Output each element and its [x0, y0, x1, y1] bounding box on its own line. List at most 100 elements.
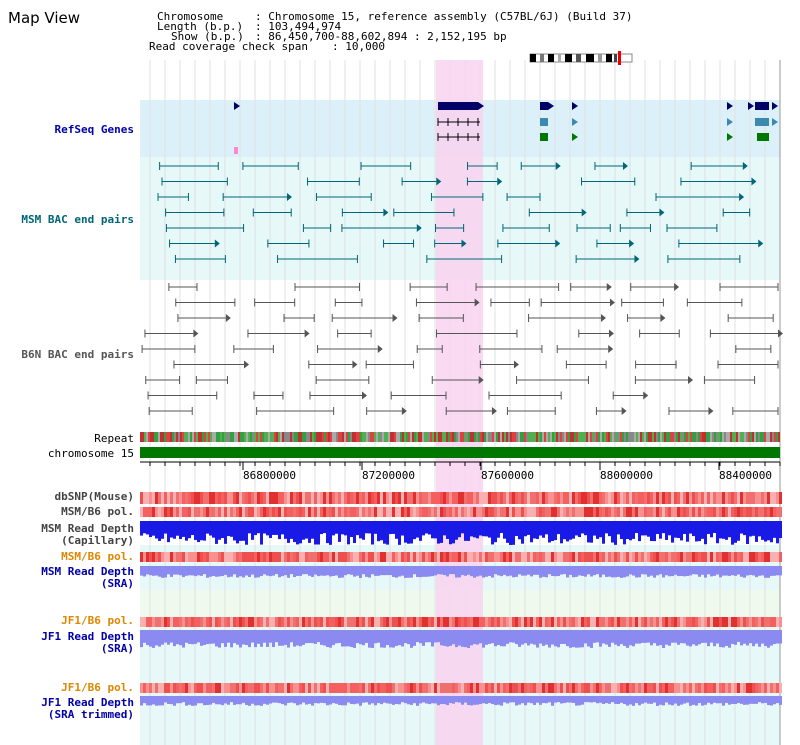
- read-depth-tracks[interactable]: [140, 521, 782, 706]
- gene-exon: [540, 133, 548, 141]
- msm-b6-pol-cell: [335, 507, 338, 517]
- msm-depth-sra-bar: [731, 566, 734, 576]
- msm-b6-pol-cell: [551, 507, 554, 517]
- jf1-b6-pol-cell: [677, 683, 680, 693]
- jf1-b6-pol-cell: [179, 683, 182, 693]
- jf1-b6-pol-cell: [476, 617, 479, 627]
- jf1-depth-sra-bar: [293, 630, 296, 647]
- msm-b6-pol-cell: [317, 507, 320, 517]
- msm-b6-pol-cell: [491, 507, 494, 517]
- repeat-track[interactable]: [140, 432, 780, 442]
- jf1-depth-trim-bar: [278, 696, 281, 704]
- repeat-element: [716, 432, 718, 442]
- jf1-b6-pol-cell: [680, 617, 683, 627]
- jf1-b6-pol-cell: [386, 683, 389, 693]
- msm-depth-sra-bar: [407, 566, 410, 578]
- msm-depth-cap-bar: [317, 521, 320, 545]
- msm-b6-pol-cell: [593, 552, 596, 562]
- msm-depth-sra-bar: [248, 566, 251, 578]
- msm-b6-pol-cell: [740, 507, 743, 517]
- msm-depth-sra-bar: [347, 566, 350, 575]
- dbsnp-cell: [545, 492, 548, 504]
- msm-depth-cap-bar: [227, 521, 230, 537]
- msm-depth-cap-bar: [176, 521, 179, 536]
- msm-depth-sra-bar: [161, 566, 164, 578]
- msm-depth-cap-bar: [551, 521, 554, 542]
- repeat-element: [174, 432, 176, 442]
- jf1-b6-pol-cell: [341, 617, 344, 627]
- msm-depth-sra-bar: [758, 566, 761, 576]
- jf1-b6-pol-cell: [353, 683, 356, 693]
- repeat-element: [540, 432, 542, 442]
- msm-b6-pol-cell: [551, 552, 554, 562]
- jf1-depth-sra-bar: [452, 630, 455, 645]
- msm-depth-cap-bar: [566, 521, 569, 542]
- msm-b6-pol-cell: [218, 507, 221, 517]
- jf1-b6-pol-cell: [737, 617, 740, 627]
- repeat-element: [186, 432, 188, 442]
- repeat-element: [518, 432, 520, 442]
- msm-depth-cap-bar: [266, 521, 269, 536]
- jf1-b6-pol-cell: [542, 683, 545, 693]
- dbsnp-cell: [281, 492, 284, 504]
- dbsnp-cell: [758, 492, 761, 504]
- dbsnp-cell: [350, 492, 353, 504]
- msm-b6-pol-cell: [605, 507, 608, 517]
- jf1-depth-sra-bar: [545, 630, 548, 645]
- msm-b6-pol-cell: [263, 552, 266, 562]
- msm-b6-pol-cell: [239, 507, 242, 517]
- msm-depth-cap-bar: [413, 521, 416, 540]
- jf1-depth-sra-bar: [164, 630, 167, 643]
- jf1-depth-trim-bar: [623, 696, 626, 705]
- dbsnp-cell: [386, 492, 389, 504]
- jf1-depth-trim-bar: [263, 696, 266, 704]
- jf1-b6-pol-cell: [515, 617, 518, 627]
- refseq-genes-track[interactable]: [234, 102, 778, 154]
- repeat-element: [176, 432, 178, 442]
- msm-b6-pol-cell: [461, 552, 464, 562]
- msm-b6-pol-cell: [704, 507, 707, 517]
- msm-bac-track[interactable]: [157, 162, 764, 263]
- msm-depth-sra-bar: [197, 566, 200, 576]
- repeat-element: [596, 432, 598, 442]
- msm-depth-sra-bar: [332, 566, 335, 577]
- jf1-b6-pol-cell: [587, 617, 590, 627]
- msm-b6-pol-cell: [395, 507, 398, 517]
- b6n-bac-pair-arrow: [688, 376, 694, 384]
- jf1-b6-pol-cell: [653, 683, 656, 693]
- msm-b6-pol-cell: [428, 507, 431, 517]
- polymorphism-heatmaps[interactable]: [140, 492, 782, 693]
- jf1-b6-pol-cell: [275, 617, 278, 627]
- msm-bac-pair-arrow: [758, 239, 764, 248]
- msm-bac-pair-arrow: [436, 177, 442, 186]
- msm-b6-pol-cell: [506, 507, 509, 517]
- msm-b6-pol-cell: [725, 552, 728, 562]
- jf1-depth-trim-bar: [386, 696, 389, 704]
- dbsnp-cell: [512, 492, 515, 504]
- b6n-bac-track[interactable]: [141, 283, 783, 415]
- jf1-b6-pol-cell: [212, 683, 215, 693]
- msm-b6-pol-cell: [749, 552, 752, 562]
- msm-b6-pol-cell: [164, 507, 167, 517]
- msm-b6-pol-cell: [605, 552, 608, 562]
- jf1-depth-sra-bar: [572, 630, 575, 648]
- msm-depth-cap-bar: [149, 521, 152, 538]
- msm-b6-pol-cell: [146, 507, 149, 517]
- msm-depth-cap-bar: [164, 521, 167, 534]
- jf1-b6-pol-cell: [338, 683, 341, 693]
- chromosome-ideogram[interactable]: [529, 51, 633, 65]
- jf1-depth-trim-bar: [236, 696, 239, 705]
- msm-b6-pol-cell: [353, 507, 356, 517]
- repeat-element: [664, 432, 666, 442]
- dbsnp-cell: [710, 492, 713, 504]
- msm-depth-cap-bar: [716, 521, 719, 544]
- msm-depth-cap-bar: [254, 521, 257, 536]
- chromosome-bar[interactable]: [140, 447, 780, 458]
- jf1-depth-sra-bar: [593, 630, 596, 643]
- jf1-depth-sra-bar: [551, 630, 554, 645]
- jf1-depth-trim-bar: [176, 696, 179, 704]
- jf1-depth-sra-bar: [713, 630, 716, 647]
- jf1-b6-pol-cell: [326, 683, 329, 693]
- msm-depth-cap-bar: [452, 521, 455, 544]
